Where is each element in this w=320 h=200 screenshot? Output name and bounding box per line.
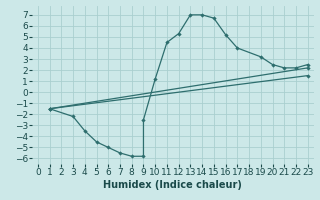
X-axis label: Humidex (Indice chaleur): Humidex (Indice chaleur) xyxy=(103,180,242,190)
